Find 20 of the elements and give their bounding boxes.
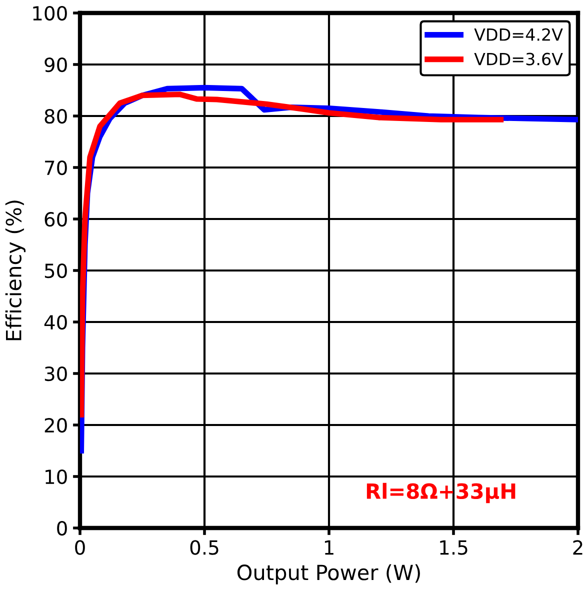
y-tick-label: 70 — [45, 160, 67, 176]
x-tick-label: 2 — [573, 540, 582, 555]
y-tick-label: 80 — [44, 108, 67, 124]
y-tick-label: 20 — [44, 418, 67, 433]
x-tick-label: 1 — [324, 540, 334, 555]
legend-label: VDD=3.6V — [474, 52, 563, 66]
x-tick-label: 1.5 — [440, 540, 468, 555]
legend-label: VDD=4.2V — [474, 28, 563, 41]
x-tick-label: 0.5 — [190, 540, 218, 555]
y-tick-label: 0 — [57, 520, 67, 536]
x-axis-title: Output Power (W) — [237, 564, 420, 584]
y-tick-label: 60 — [44, 212, 67, 227]
y-tick-label: 50 — [44, 263, 67, 278]
y-axis-title: Efficiency (%) — [5, 200, 26, 340]
x-tick-label: 0 — [75, 540, 85, 555]
y-tick-label: 30 — [44, 366, 67, 382]
y-tick-label: 10 — [46, 469, 67, 484]
y-tick-label: 40 — [44, 314, 67, 330]
y-tick-label: 90 — [44, 57, 67, 72]
y-tick-label: 100 — [33, 6, 67, 21]
